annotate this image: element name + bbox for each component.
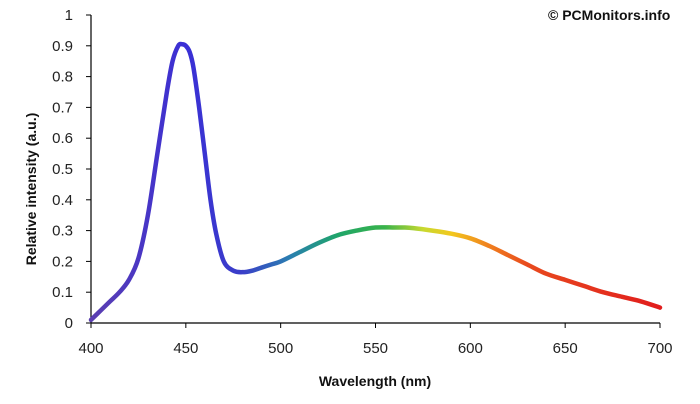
y-tick-label: 0.6 <box>52 130 73 147</box>
y-tick-label: 0.8 <box>52 69 73 86</box>
y-tick-label: 1 <box>65 7 73 24</box>
watermark-text: © PCMonitors.info <box>548 7 670 23</box>
x-tick-label: 600 <box>458 340 483 357</box>
x-tick-label: 500 <box>268 340 293 357</box>
x-tick-label: 700 <box>647 340 672 357</box>
x-tick-label: 400 <box>78 340 103 357</box>
y-tick-label: 0.3 <box>52 223 73 240</box>
y-tick-label: 0.1 <box>52 284 73 301</box>
x-axis-title: Wavelength (nm) <box>319 373 431 389</box>
y-tick-label: 0.9 <box>52 38 73 55</box>
y-tick-label: 0.7 <box>52 99 73 116</box>
x-tick-label: 650 <box>553 340 578 357</box>
y-axis-ticks: 0 0.1 0.2 0.3 0.4 0.5 0.6 0.7 0.8 0.9 1 <box>52 7 91 332</box>
y-tick-label: 0.4 <box>52 192 73 209</box>
x-tick-label: 550 <box>363 340 388 357</box>
y-tick-label: 0.5 <box>52 161 73 178</box>
y-tick-label: 0 <box>65 315 73 332</box>
series-line-spectrum <box>88 41 663 323</box>
x-axis-ticks: 400 450 500 550 600 650 700 <box>78 323 673 357</box>
x-tick-label: 450 <box>173 340 198 357</box>
y-axis-title: Relative intensity (a.u.) <box>23 113 39 265</box>
y-tick-label: 0.2 <box>52 253 73 270</box>
